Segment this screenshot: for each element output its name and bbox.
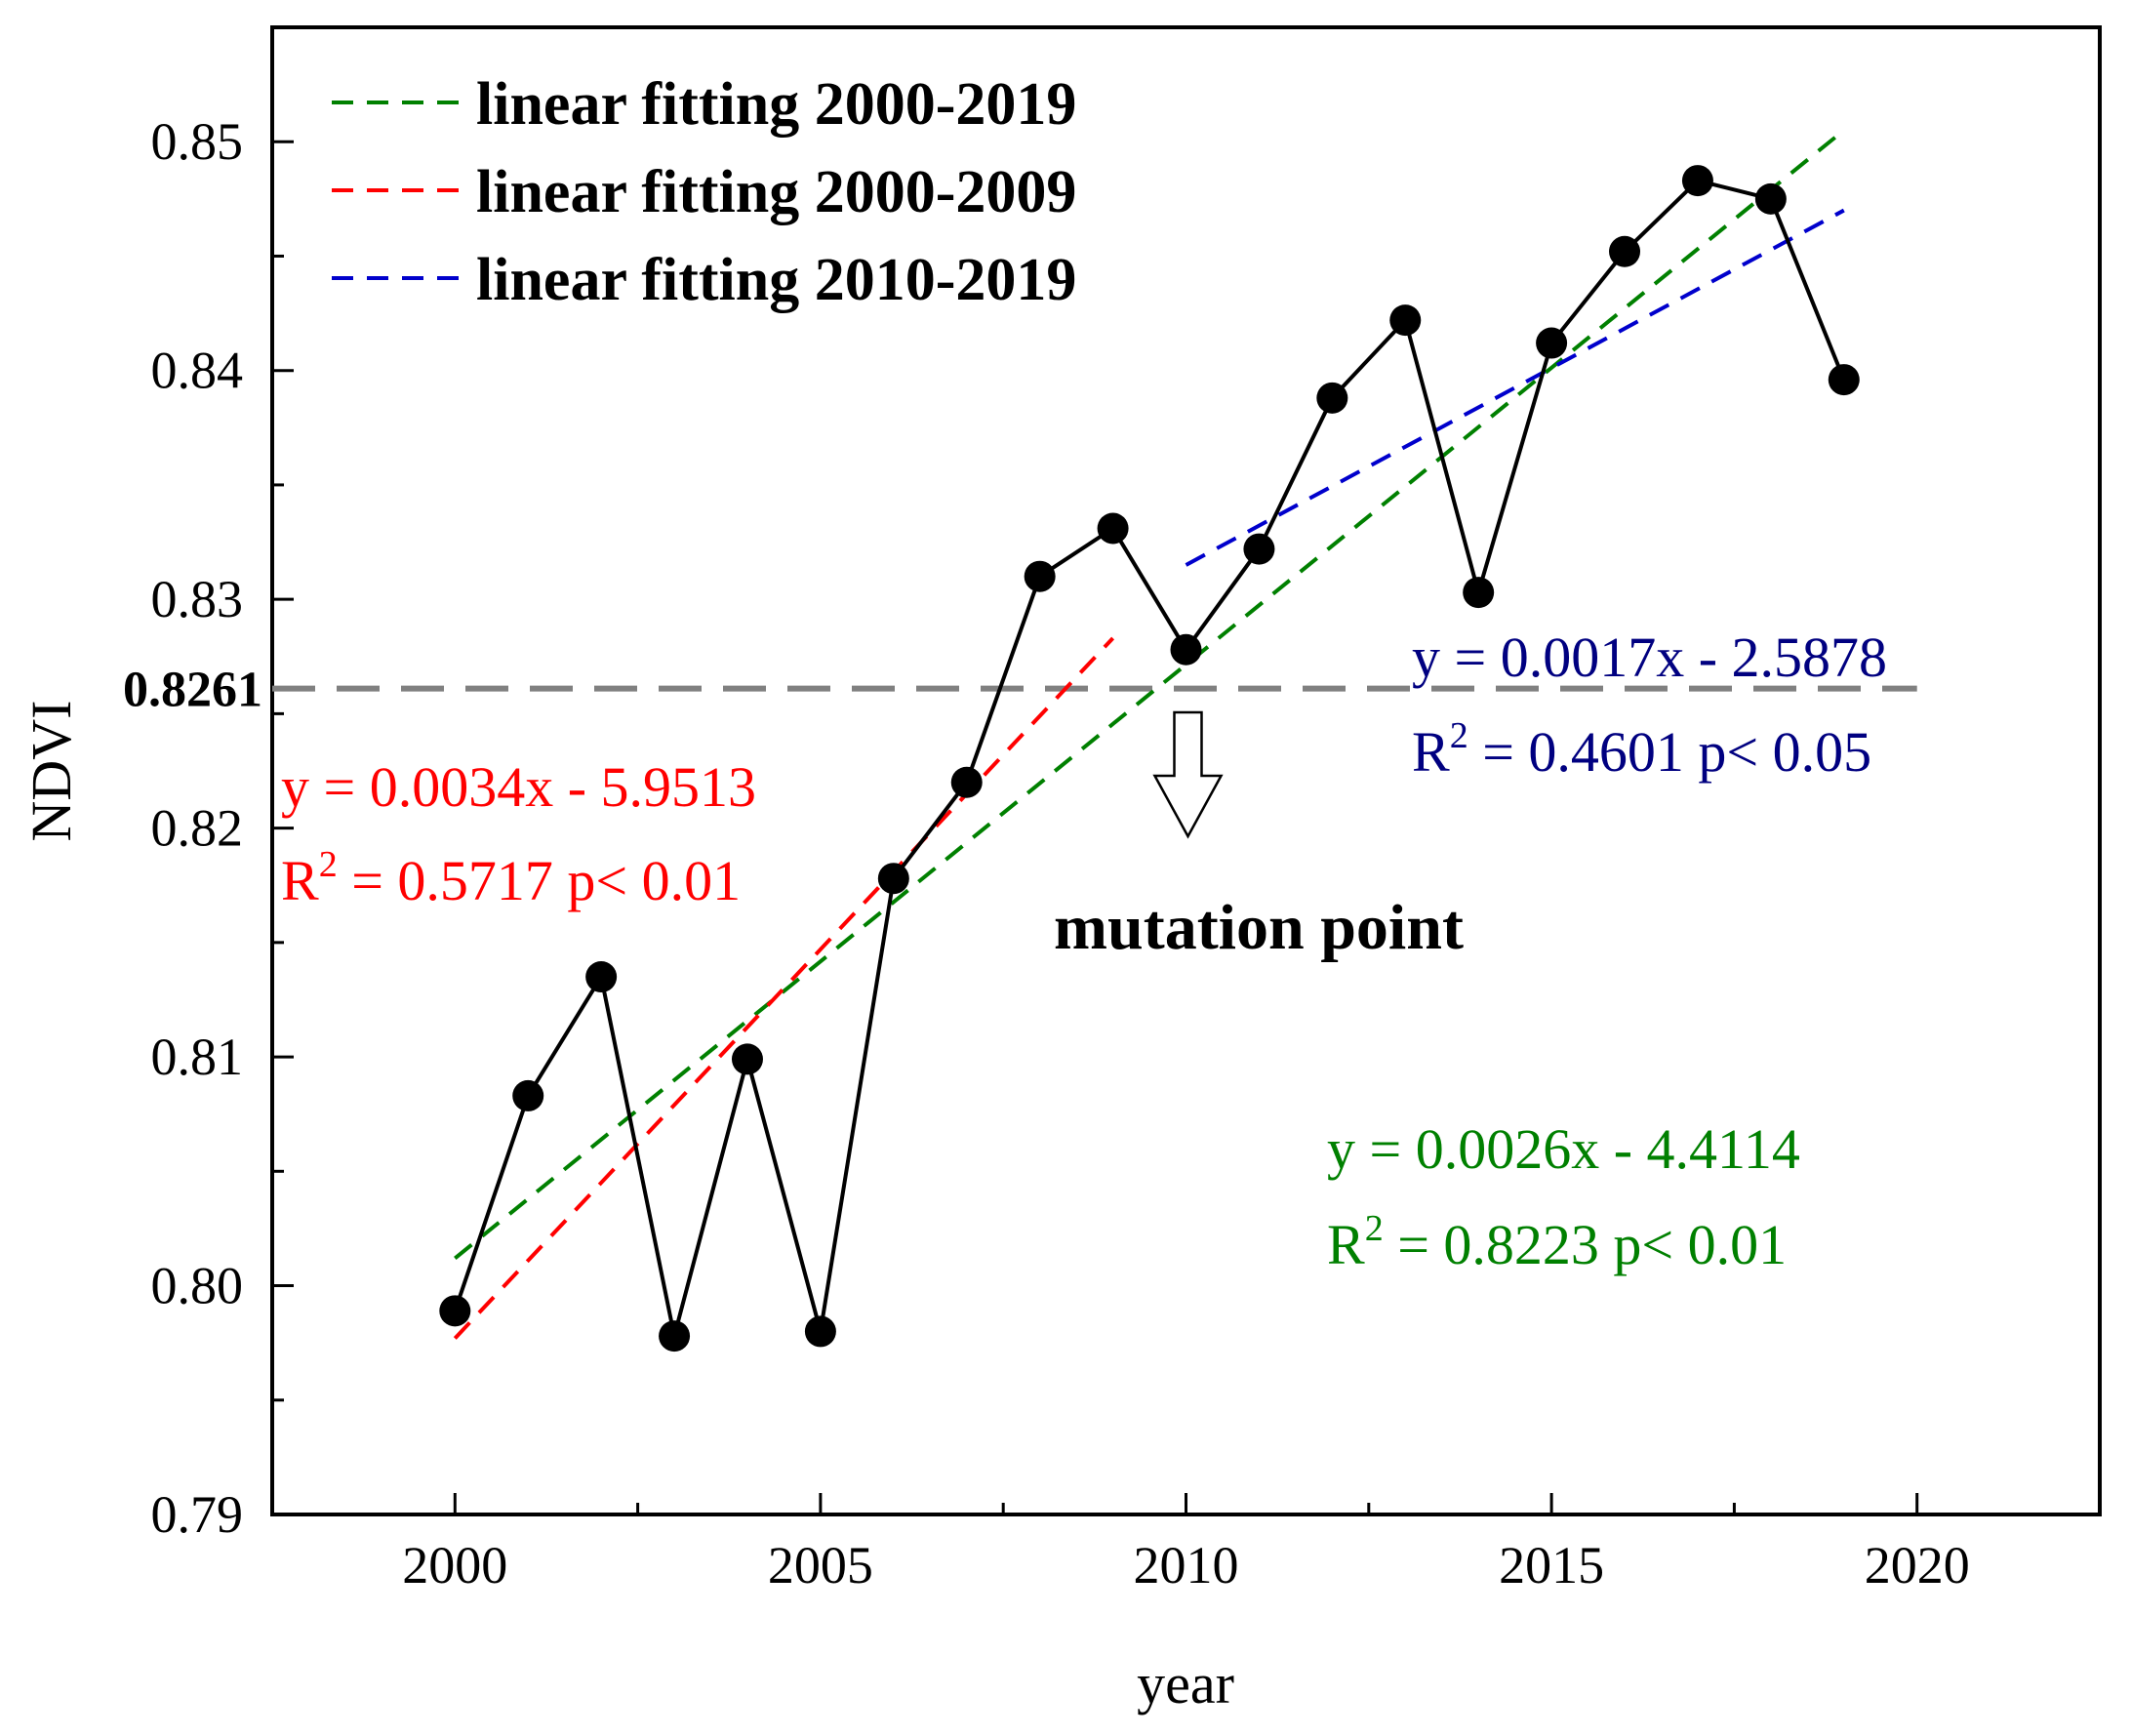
red-fit-equation: y = 0.0034x - 5.9513 (281, 755, 756, 819)
y-tick-label-0.79: 0.79 (151, 1485, 244, 1544)
data-point-2013 (1389, 304, 1422, 337)
fit-line-2 (1185, 208, 1845, 567)
data-point-2002 (585, 961, 618, 993)
legend-label-2: linear fitting 2010-2019 (476, 247, 1076, 313)
y-axis-title: NDVI (20, 701, 83, 842)
x-axis-title: year (1137, 1652, 1234, 1716)
legend-label-0: linear fitting 2000-2019 (476, 71, 1076, 138)
data-point-2008 (1024, 560, 1056, 592)
data-point-2000 (439, 1295, 471, 1327)
red-fit-r2: R2 = 0.5717 p< 0.01 (281, 844, 741, 912)
data-point-2010 (1170, 633, 1202, 666)
green-fit-annotation: y = 0.0026x - 4.4114 R2 = 0.8223 p< 0.01 (1327, 1117, 1800, 1276)
y-tick-label-0.81: 0.81 (151, 1028, 244, 1086)
data-point-2009 (1097, 512, 1129, 545)
data-point-2018 (1754, 182, 1787, 215)
data-point-2003 (659, 1320, 691, 1352)
y-tick-label-0.82: 0.82 (151, 799, 244, 858)
y-tick-label-0.83: 0.83 (151, 570, 244, 628)
data-point-2017 (1681, 165, 1713, 197)
mutation-point-label: mutation point (1054, 892, 1464, 963)
blue-fit-equation: y = 0.0017x - 2.5878 (1412, 626, 1887, 689)
data-point-2012 (1316, 382, 1348, 414)
fit-line-0 (454, 128, 1846, 1260)
data-point-2011 (1243, 533, 1275, 565)
reference-line-label: 0.8261 (123, 663, 262, 718)
fit-line-1 (453, 636, 1115, 1340)
data-point-2014 (1463, 577, 1495, 609)
legend-label-1: linear fitting 2000-2009 (476, 159, 1076, 225)
blue-fit-r2: R2 = 0.4601 p< 0.05 (1412, 715, 1871, 784)
mutation-arrow-icon (1152, 710, 1224, 839)
data-point-2007 (950, 766, 983, 798)
data-point-2001 (512, 1079, 544, 1111)
green-fit-r2: R2 = 0.8223 p< 0.01 (1327, 1208, 1787, 1276)
x-tick-label-2000: 2000 (402, 1536, 507, 1595)
blue-fit-annotation: y = 0.0017x - 2.5878 R2 = 0.4601 p< 0.05 (1412, 626, 1887, 784)
y-tick-label-0.85: 0.85 (151, 112, 244, 171)
series-line-ndvi (453, 178, 1846, 1337)
y-tick-label-0.84: 0.84 (151, 342, 244, 400)
data-point-2015 (1536, 327, 1568, 359)
x-tick-label-2020: 2020 (1865, 1536, 1970, 1595)
data-point-2019 (1828, 364, 1860, 396)
data-point-2016 (1609, 235, 1641, 267)
x-tick-label-2005: 2005 (768, 1536, 873, 1595)
data-point-2005 (804, 1315, 836, 1348)
red-fit-annotation: y = 0.0034x - 5.9513 R2 = 0.5717 p< 0.01 (281, 755, 756, 912)
x-tick-label-2015: 2015 (1499, 1536, 1604, 1595)
data-point-2006 (877, 863, 909, 895)
x-tick-label-2010: 2010 (1134, 1536, 1239, 1595)
y-tick-label-0.80: 0.80 (151, 1257, 244, 1315)
green-fit-equation: y = 0.0026x - 4.4114 (1327, 1117, 1800, 1181)
data-point-2004 (731, 1043, 763, 1075)
